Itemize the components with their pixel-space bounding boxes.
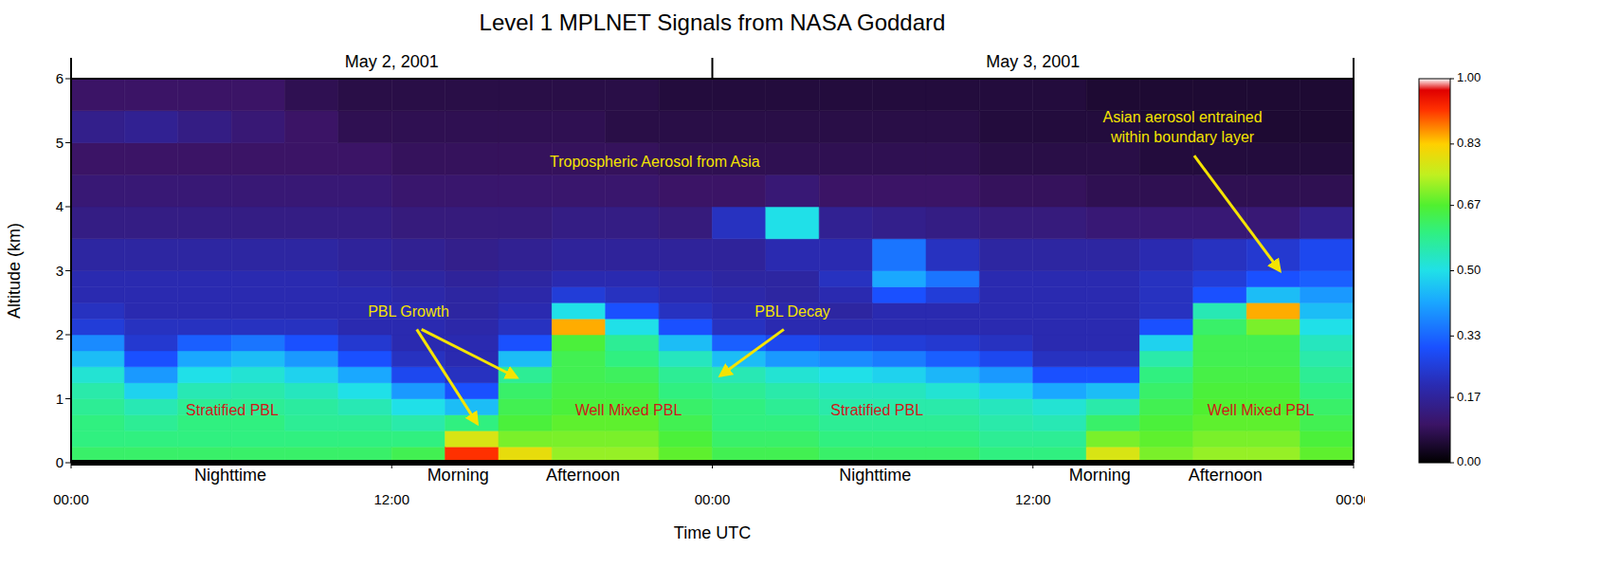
svg-text:3: 3 xyxy=(55,262,64,279)
svg-text:Time UTC: Time UTC xyxy=(673,523,751,543)
svg-text:00:00: 00:00 xyxy=(1335,490,1365,508)
svg-text:Morning: Morning xyxy=(427,465,490,485)
svg-text:within boundary layer: within boundary layer xyxy=(1109,128,1255,146)
svg-text:6: 6 xyxy=(55,70,64,87)
svg-text:0.50: 0.50 xyxy=(1456,262,1481,277)
svg-text:2: 2 xyxy=(55,326,64,343)
svg-text:0.00: 0.00 xyxy=(1456,454,1481,469)
svg-text:Morning: Morning xyxy=(1069,465,1131,485)
svg-text:0: 0 xyxy=(55,454,64,471)
svg-text:PBL Growth: PBL Growth xyxy=(367,303,450,320)
svg-text:Well Mixed PBL: Well Mixed PBL xyxy=(575,401,683,419)
svg-text:0.33: 0.33 xyxy=(1456,327,1481,343)
svg-text:Tropospheric Aerosol from Asia: Tropospheric Aerosol from Asia xyxy=(549,153,761,170)
svg-text:00:00: 00:00 xyxy=(694,490,731,508)
svg-text:Nighttime: Nighttime xyxy=(194,465,267,485)
svg-text:1: 1 xyxy=(55,390,64,407)
svg-text:12:00: 12:00 xyxy=(1015,490,1052,508)
svg-text:Asian aerosol entrained: Asian aerosol entrained xyxy=(1103,109,1263,126)
svg-text:Stratified PBL: Stratified PBL xyxy=(185,401,279,419)
svg-text:Nighttime: Nighttime xyxy=(838,465,911,485)
svg-text:PBL Decay: PBL Decay xyxy=(754,303,830,320)
svg-text:12:00: 12:00 xyxy=(373,490,410,508)
svg-text:Well Mixed PBL: Well Mixed PBL xyxy=(1207,401,1315,419)
svg-text:Stratified PBL: Stratified PBL xyxy=(830,401,924,419)
svg-text:4: 4 xyxy=(55,198,64,215)
svg-text:1.00: 1.00 xyxy=(1456,70,1481,85)
svg-text:0.67: 0.67 xyxy=(1456,197,1481,212)
svg-text:Altitude (km): Altitude (km) xyxy=(4,222,24,319)
svg-text:0.83: 0.83 xyxy=(1456,135,1481,150)
svg-text:Level 1 MPLNET Signals from NA: Level 1 MPLNET Signals from NASA Goddard xyxy=(479,9,946,36)
svg-text:00:00: 00:00 xyxy=(53,490,90,508)
svg-text:May 3, 2001: May 3, 2001 xyxy=(985,52,1080,72)
svg-text:5: 5 xyxy=(55,134,64,151)
svg-text:Afternoon: Afternoon xyxy=(545,465,620,485)
svg-text:May 2, 2001: May 2, 2001 xyxy=(345,52,439,72)
svg-text:Afternoon: Afternoon xyxy=(1188,465,1263,485)
svg-text:0.17: 0.17 xyxy=(1456,389,1481,404)
